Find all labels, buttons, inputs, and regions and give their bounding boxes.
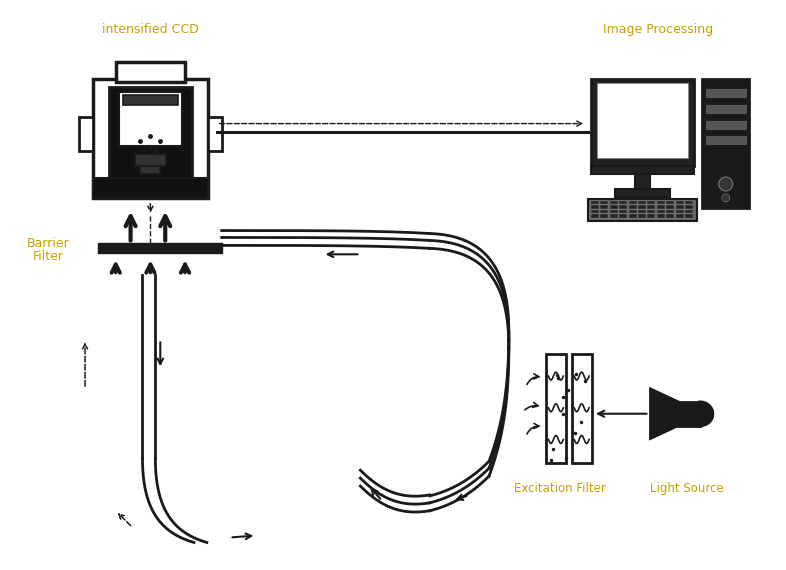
Bar xyxy=(597,83,688,158)
Bar xyxy=(629,205,637,209)
Bar xyxy=(629,214,637,218)
Bar xyxy=(588,199,697,221)
Bar xyxy=(93,79,208,198)
Bar xyxy=(134,154,166,166)
Bar xyxy=(615,189,670,197)
Bar xyxy=(123,95,178,105)
Bar xyxy=(638,205,646,209)
Bar xyxy=(667,201,674,204)
Bar xyxy=(591,201,599,204)
Bar xyxy=(619,201,627,204)
Bar xyxy=(634,174,651,189)
Bar xyxy=(648,214,656,218)
Text: Light Source: Light Source xyxy=(650,482,724,495)
Bar xyxy=(676,201,684,204)
Bar xyxy=(657,201,665,204)
Bar xyxy=(638,201,646,204)
Bar xyxy=(208,117,222,151)
Bar xyxy=(116,62,185,82)
Bar xyxy=(119,92,182,146)
Bar xyxy=(638,210,646,213)
Bar xyxy=(610,210,618,213)
Bar xyxy=(610,214,618,218)
Bar xyxy=(685,205,693,209)
Bar xyxy=(657,210,665,213)
Bar xyxy=(601,205,608,209)
Polygon shape xyxy=(651,389,678,438)
Text: Excitation Filter: Excitation Filter xyxy=(514,482,606,495)
Bar xyxy=(610,201,618,204)
Bar xyxy=(706,105,746,113)
Bar xyxy=(685,210,693,213)
Bar xyxy=(591,79,694,166)
Bar xyxy=(619,210,627,213)
Bar xyxy=(601,210,608,213)
Circle shape xyxy=(718,177,733,191)
Text: intensified CCD: intensified CCD xyxy=(102,23,199,36)
Bar xyxy=(685,214,693,218)
Bar xyxy=(610,205,618,209)
Bar xyxy=(702,79,750,207)
Bar xyxy=(706,136,746,144)
Bar xyxy=(676,210,684,213)
Bar xyxy=(98,243,222,253)
Bar xyxy=(93,178,208,198)
Bar xyxy=(601,214,608,218)
Bar xyxy=(648,210,656,213)
Text: Image Processing: Image Processing xyxy=(604,23,714,36)
Bar xyxy=(572,355,592,463)
Bar xyxy=(619,214,627,218)
Bar xyxy=(706,89,746,97)
Bar xyxy=(685,201,693,204)
Bar xyxy=(648,201,656,204)
Bar xyxy=(546,355,566,463)
Bar xyxy=(648,205,656,209)
Bar xyxy=(667,214,674,218)
Bar xyxy=(629,201,637,204)
Bar xyxy=(79,117,93,151)
Bar xyxy=(619,205,627,209)
Bar xyxy=(676,214,684,218)
Bar xyxy=(141,166,160,174)
Bar xyxy=(591,214,599,218)
Text: Barrier: Barrier xyxy=(27,237,70,250)
Bar xyxy=(591,205,599,209)
Bar xyxy=(678,402,700,426)
Text: Filter: Filter xyxy=(33,250,64,263)
Bar xyxy=(591,166,694,174)
Circle shape xyxy=(722,194,729,202)
Bar xyxy=(667,205,674,209)
Bar xyxy=(657,214,665,218)
Bar xyxy=(676,205,684,209)
Bar xyxy=(638,214,646,218)
Bar xyxy=(629,210,637,213)
Bar xyxy=(601,201,608,204)
Bar xyxy=(706,121,746,129)
Bar xyxy=(657,205,665,209)
Bar xyxy=(108,87,192,186)
Bar xyxy=(591,210,599,213)
Bar xyxy=(667,210,674,213)
